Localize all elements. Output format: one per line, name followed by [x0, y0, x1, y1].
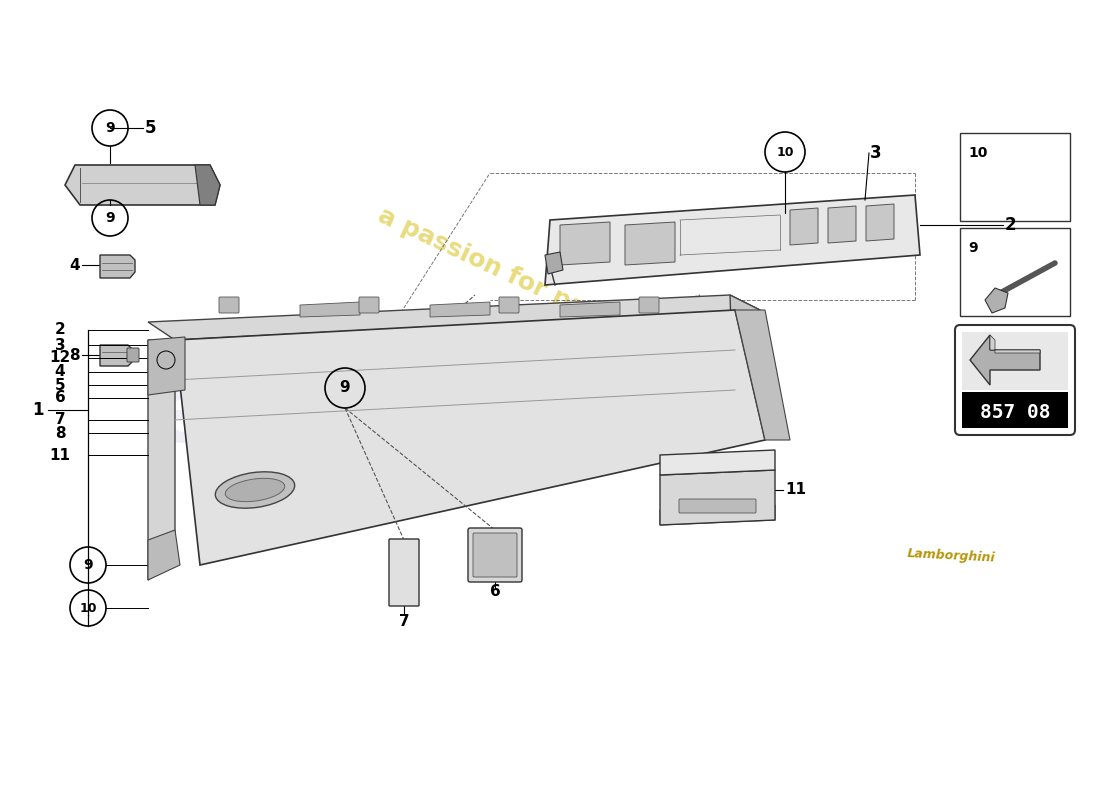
Text: 6: 6	[55, 390, 65, 406]
Text: 6: 6	[490, 585, 500, 599]
Text: 5: 5	[55, 378, 65, 393]
Text: 7: 7	[398, 614, 409, 630]
FancyBboxPatch shape	[639, 297, 659, 313]
Text: 3: 3	[870, 144, 881, 162]
FancyBboxPatch shape	[960, 228, 1070, 316]
Text: 8: 8	[55, 426, 65, 441]
Polygon shape	[735, 310, 790, 440]
Text: 857 08: 857 08	[980, 402, 1050, 422]
Polygon shape	[100, 255, 135, 278]
Polygon shape	[560, 222, 610, 265]
Text: 10: 10	[79, 602, 97, 614]
Text: 4: 4	[69, 258, 80, 273]
FancyBboxPatch shape	[473, 533, 517, 577]
Text: 7: 7	[55, 413, 65, 427]
Circle shape	[248, 480, 268, 500]
Text: 2: 2	[55, 322, 65, 338]
Text: a passion for parts since 1985: a passion for parts since 1985	[374, 203, 770, 405]
Polygon shape	[148, 295, 760, 340]
FancyBboxPatch shape	[389, 539, 419, 606]
Polygon shape	[65, 165, 220, 205]
Text: 10: 10	[968, 146, 988, 160]
Text: 8: 8	[69, 347, 80, 362]
Text: 11: 11	[785, 482, 806, 498]
Polygon shape	[148, 337, 185, 395]
Text: 11: 11	[50, 447, 70, 462]
Polygon shape	[195, 165, 220, 205]
Text: 4: 4	[55, 365, 65, 379]
Polygon shape	[100, 345, 132, 366]
FancyBboxPatch shape	[679, 499, 756, 513]
Circle shape	[482, 542, 508, 568]
Text: 9: 9	[968, 241, 978, 255]
Circle shape	[1014, 159, 1050, 195]
Text: 12: 12	[50, 350, 70, 366]
Polygon shape	[430, 302, 490, 317]
Text: 2: 2	[1005, 216, 1016, 234]
Text: 5: 5	[145, 119, 156, 137]
Circle shape	[487, 547, 503, 563]
FancyBboxPatch shape	[359, 297, 380, 313]
Polygon shape	[828, 206, 856, 243]
Polygon shape	[544, 252, 563, 274]
Polygon shape	[790, 208, 818, 245]
Polygon shape	[300, 302, 360, 317]
FancyBboxPatch shape	[962, 332, 1068, 390]
Polygon shape	[660, 450, 776, 475]
Polygon shape	[970, 335, 1040, 385]
Polygon shape	[148, 530, 180, 580]
FancyBboxPatch shape	[955, 325, 1075, 435]
FancyBboxPatch shape	[219, 297, 239, 313]
Polygon shape	[560, 302, 620, 317]
Polygon shape	[730, 295, 764, 440]
FancyBboxPatch shape	[499, 297, 519, 313]
Circle shape	[1022, 167, 1042, 187]
Text: 3: 3	[55, 338, 65, 353]
Ellipse shape	[216, 472, 295, 508]
Polygon shape	[990, 335, 1040, 353]
Text: 9: 9	[106, 211, 114, 225]
Text: europarts: europarts	[150, 370, 686, 462]
Polygon shape	[148, 340, 175, 580]
Text: 9: 9	[106, 121, 114, 135]
FancyBboxPatch shape	[468, 528, 522, 582]
Polygon shape	[544, 195, 920, 285]
Polygon shape	[175, 310, 764, 565]
FancyBboxPatch shape	[126, 348, 139, 362]
FancyBboxPatch shape	[960, 133, 1070, 221]
Text: 10: 10	[777, 146, 794, 158]
Polygon shape	[984, 288, 1008, 313]
Polygon shape	[660, 470, 776, 525]
FancyBboxPatch shape	[962, 392, 1068, 428]
Polygon shape	[625, 222, 675, 265]
Polygon shape	[866, 204, 894, 241]
Text: Lamborghini: Lamborghini	[908, 547, 996, 565]
Polygon shape	[660, 505, 776, 525]
Text: 1: 1	[32, 401, 44, 419]
Ellipse shape	[226, 478, 285, 502]
Text: 9: 9	[340, 381, 350, 395]
Circle shape	[1004, 149, 1060, 205]
Text: 9: 9	[84, 558, 92, 572]
